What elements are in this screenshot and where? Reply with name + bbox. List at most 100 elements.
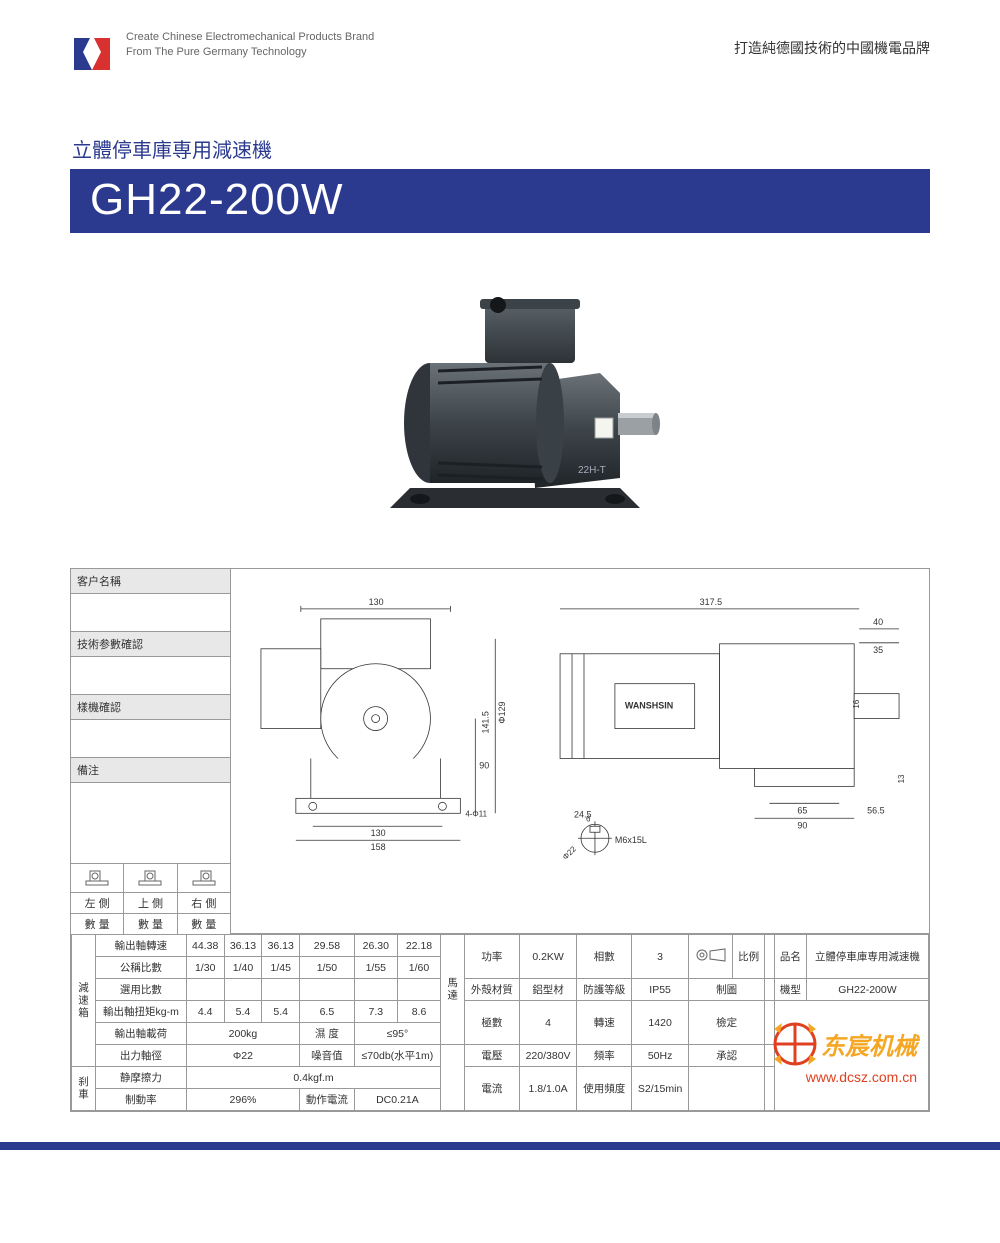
speed-1: 36.13 bbox=[224, 935, 262, 957]
customer-name-value bbox=[71, 594, 230, 632]
torque-1: 5.4 bbox=[224, 1001, 262, 1023]
tagline-en: Create Chinese Electromechanical Product… bbox=[126, 30, 374, 61]
orient-top-label: 上 側 bbox=[124, 893, 177, 913]
protect-label: 防護等級 bbox=[577, 979, 632, 1001]
spec-table: 減速箱 輸出軸轉速 44.38 36.13 36.13 29.58 26.30 … bbox=[71, 934, 929, 1111]
speed-4: 26.30 bbox=[354, 935, 397, 957]
torque-4: 7.3 bbox=[354, 1001, 397, 1023]
ratio-value bbox=[765, 935, 775, 979]
voltage-label: 電壓 bbox=[465, 1045, 520, 1067]
speed-2: 36.13 bbox=[262, 935, 300, 957]
load-label: 輸出軸載荷 bbox=[96, 1023, 187, 1045]
svg-text:40: 40 bbox=[873, 617, 883, 627]
svg-text:Φ129: Φ129 bbox=[497, 701, 507, 723]
info-column: 客户名稱 技術参數確認 樣機確認 備注 bbox=[71, 569, 231, 934]
ratio-3: 1/50 bbox=[300, 957, 355, 979]
svg-text:13: 13 bbox=[897, 774, 906, 783]
svg-text:16: 16 bbox=[852, 699, 861, 708]
motor-current-label: 電流 bbox=[465, 1067, 520, 1111]
tech-confirm-label: 技術参數確認 bbox=[71, 632, 230, 657]
check-value bbox=[765, 1001, 775, 1045]
customer-name-label: 客户名稱 bbox=[71, 569, 230, 594]
phase-label: 相數 bbox=[577, 935, 632, 979]
ratio-2: 1/45 bbox=[262, 957, 300, 979]
torque-label: 輸出軸扭矩kg-m bbox=[96, 1001, 187, 1023]
humidity-value: ≤95° bbox=[354, 1023, 440, 1045]
power-label: 功率 bbox=[465, 935, 520, 979]
ratio-5: 1/60 bbox=[397, 957, 440, 979]
svg-text:M6x15L: M6x15L bbox=[615, 835, 647, 845]
tagline-en-line2: From The Pure Germany Technology bbox=[126, 45, 374, 60]
approve-label: 承認 bbox=[689, 1045, 765, 1067]
torque-3: 6.5 bbox=[300, 1001, 355, 1023]
poles-value: 4 bbox=[519, 1001, 577, 1045]
speed-0: 44.38 bbox=[186, 935, 224, 957]
svg-text:6: 6 bbox=[586, 814, 591, 823]
brake-rate-label: 制動率 bbox=[96, 1089, 187, 1111]
casting-badge: 22H-T bbox=[578, 465, 606, 476]
phase-value: 3 bbox=[632, 935, 689, 979]
shell-value: 鋁型材 bbox=[519, 979, 577, 1001]
load-value: 200kg bbox=[186, 1023, 299, 1045]
svg-text:WANSHSIN: WANSHSIN bbox=[625, 701, 673, 711]
model-label: 機型 bbox=[774, 979, 806, 1001]
ratio-label: 比例 bbox=[733, 935, 765, 979]
svg-text:56.5: 56.5 bbox=[867, 805, 884, 815]
voltage-value: 220/380V bbox=[519, 1045, 577, 1067]
shaft-dia-value: Φ22 bbox=[186, 1045, 299, 1067]
brake-current-value: DC0.21A bbox=[354, 1089, 440, 1111]
svg-text:Φ22: Φ22 bbox=[561, 844, 579, 862]
ratio-4: 1/55 bbox=[354, 957, 397, 979]
tagline-en-line1: Create Chinese Electromechanical Product… bbox=[126, 30, 374, 45]
svg-text:317.5: 317.5 bbox=[700, 597, 722, 607]
watermark-cell bbox=[774, 1001, 928, 1111]
friction-label: 静摩擦力 bbox=[96, 1067, 187, 1089]
tagline-zh: 打造純德國技術的中國機電品牌 bbox=[734, 38, 930, 58]
protect-value: IP55 bbox=[632, 979, 689, 1001]
rpm-label: 轉速 bbox=[577, 1001, 632, 1045]
svg-text:158: 158 bbox=[371, 842, 386, 852]
remarks-label: 備注 bbox=[71, 758, 230, 783]
svg-text:35: 35 bbox=[873, 645, 883, 655]
orient-top-icon bbox=[124, 864, 177, 892]
svg-text:90: 90 bbox=[797, 820, 807, 830]
footer-bar bbox=[0, 1142, 1000, 1150]
speed-5: 22.18 bbox=[397, 935, 440, 957]
ratio-0: 1/30 bbox=[186, 957, 224, 979]
motor-photo-icon: 22H-T bbox=[320, 263, 680, 533]
nominal-ratio-label: 公稱比數 bbox=[96, 957, 187, 979]
spec-sheet: 客户名稱 技術参數確認 樣機確認 備注 bbox=[70, 568, 930, 1112]
motor-current-value: 1.8/1.0A bbox=[519, 1067, 577, 1111]
noise-value: ≤70db(水平1m) bbox=[354, 1045, 440, 1067]
sample-confirm-value bbox=[71, 720, 230, 758]
model-value: GH22-200W bbox=[806, 979, 928, 1001]
power-value: 0.2KW bbox=[519, 935, 577, 979]
speed-3: 29.58 bbox=[300, 935, 355, 957]
output-speed-label: 輸出軸轉速 bbox=[96, 935, 187, 957]
svg-text:65: 65 bbox=[797, 805, 807, 815]
projection-icon bbox=[689, 935, 733, 979]
brake-group-label: 刹車 bbox=[72, 1067, 96, 1111]
humidity-label: 濕 度 bbox=[300, 1023, 355, 1045]
technical-drawing: 130 bbox=[231, 569, 929, 934]
name-value: 立體停車庫専用減速機 bbox=[806, 935, 928, 979]
drawing-svg: 130 bbox=[241, 579, 919, 878]
friction-value: 0.4kgf.m bbox=[186, 1067, 440, 1089]
svg-text:141.5: 141.5 bbox=[480, 711, 490, 733]
freq-value: 50Hz bbox=[632, 1045, 689, 1067]
orient-left-icon bbox=[71, 864, 124, 892]
svg-text:130: 130 bbox=[369, 597, 384, 607]
name-label: 品名 bbox=[774, 935, 806, 979]
rpm-value: 1420 bbox=[632, 1001, 689, 1045]
torque-0: 4.4 bbox=[186, 1001, 224, 1023]
drawn-value bbox=[765, 979, 775, 1001]
duty-value: S2/15min bbox=[632, 1067, 689, 1111]
product-photo: 22H-T bbox=[70, 263, 930, 538]
orient-right-label: 右 側 bbox=[178, 893, 230, 913]
page-header: Create Chinese Electromechanical Product… bbox=[70, 30, 930, 74]
brand-logo-icon bbox=[70, 30, 114, 74]
orient-right-qty: 數 量 bbox=[178, 914, 230, 934]
brake-rate-value: 296% bbox=[186, 1089, 299, 1111]
orient-left-qty: 數 量 bbox=[71, 914, 124, 934]
freq-label: 頻率 bbox=[577, 1045, 632, 1067]
